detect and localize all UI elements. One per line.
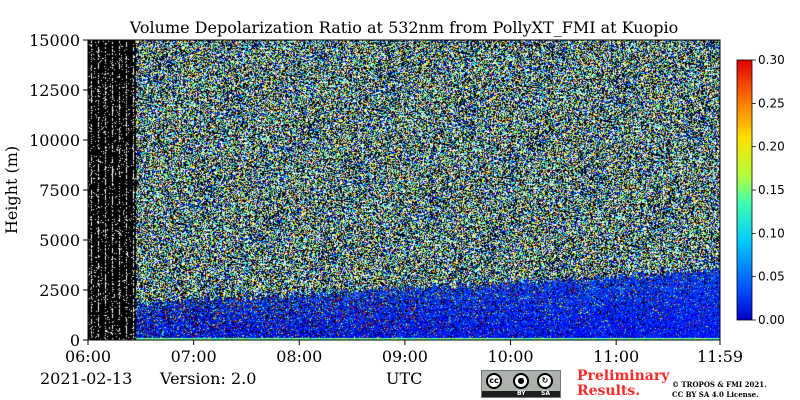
x-tick-label: 11:00 <box>593 347 639 366</box>
date-label: 2021-02-13 <box>40 369 133 388</box>
version-label: Version: 2.0 <box>160 369 257 388</box>
colorbar-tick-label: 0.15 <box>758 183 785 197</box>
x-tick-label: 08:00 <box>276 347 322 366</box>
heatmap-image <box>88 40 720 340</box>
copyright-line2: CC BY SA 4.0 License. <box>672 390 759 399</box>
colorbar-tick-label: 0.30 <box>758 53 785 67</box>
colorbar-tick-label: 0.10 <box>758 226 785 240</box>
chart-title: Volume Depolarization Ratio at 532nm fro… <box>129 18 678 37</box>
y-tick-label: 15000 <box>29 31 80 50</box>
y-tick-label: 10000 <box>29 131 80 150</box>
sa-label: SA <box>541 390 550 397</box>
plot-area <box>88 40 720 340</box>
x-axis-label: UTC <box>386 369 423 388</box>
y-tick-label: 12500 <box>29 81 80 100</box>
sa-icon: ↻ <box>537 373 553 389</box>
cc-icon: cc <box>486 373 502 389</box>
copyright-line1: © TROPOS & FMI 2021. <box>672 380 767 389</box>
by-icon: ● <box>513 373 529 389</box>
copyright-notice: © TROPOS & FMI 2021. CC BY SA 4.0 Licens… <box>672 380 767 400</box>
colorbar-tick-label: 0.00 <box>758 313 785 327</box>
by-label: BY <box>517 390 526 397</box>
y-tick-label: 0 <box>70 331 80 350</box>
colorbar-tick-label: 0.20 <box>758 140 785 154</box>
colorbar-tick-label: 0.25 <box>758 96 785 110</box>
preliminary-line2: Results. <box>577 383 641 399</box>
colorbar <box>736 59 753 321</box>
x-tick-label: 06:00 <box>65 347 111 366</box>
cc-license-badge: cc ● ↻ BY SA <box>481 370 561 398</box>
y-tick-label: 2500 <box>39 281 80 300</box>
colorbar-tick-label: 0.05 <box>758 270 785 284</box>
colorbar-ticks: 0.00 0.05 0.10 0.15 0.20 0.25 0.30 <box>752 53 785 327</box>
x-tick-label: 11:59 <box>697 347 743 366</box>
y-axis-ticks: 0 2500 5000 7500 10000 12500 15000 <box>29 31 88 350</box>
y-tick-label: 5000 <box>39 231 80 250</box>
y-tick-label: 7500 <box>39 181 80 200</box>
x-tick-label: 07:00 <box>171 347 217 366</box>
x-tick-label: 10:00 <box>487 347 533 366</box>
preliminary-notice: Preliminary Results. <box>577 369 669 399</box>
preliminary-line1: Preliminary <box>577 368 670 384</box>
x-tick-label: 09:00 <box>382 347 428 366</box>
y-axis-label: Height (m) <box>2 146 21 234</box>
x-axis-ticks: 06:00 07:00 08:00 09:00 10:00 11:00 11:59 <box>65 340 743 366</box>
